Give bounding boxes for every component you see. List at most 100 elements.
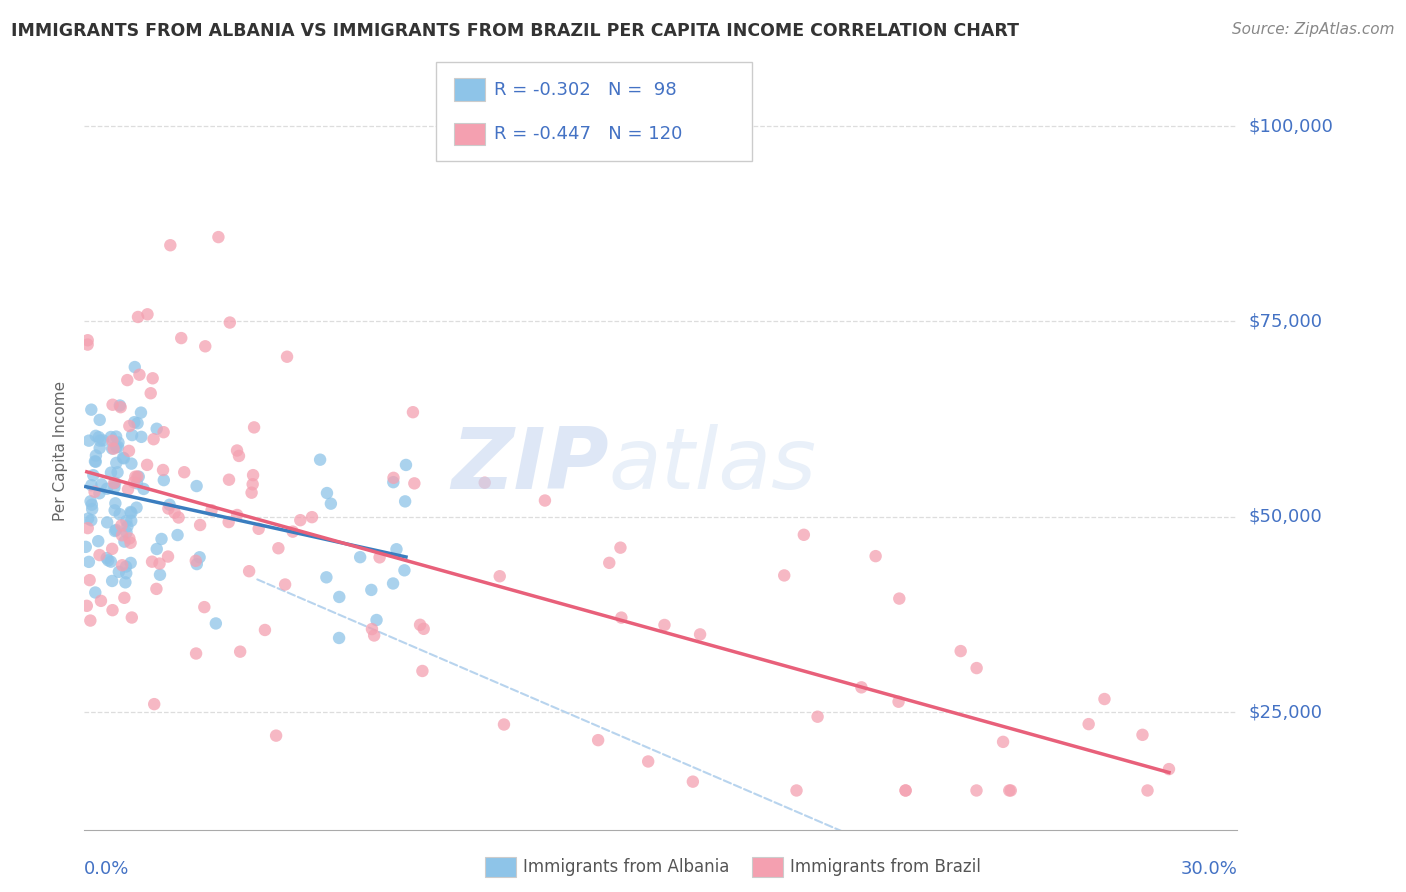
Point: [136, 458, 159, 472]
Point: [117, 483, 139, 497]
Point: [120, 556, 142, 570]
Point: [129, 406, 152, 420]
Point: [243, 420, 266, 434]
Point: [101, 574, 124, 588]
Point: [889, 591, 911, 606]
Point: [894, 783, 917, 797]
Text: Source: ZipAtlas.com: Source: ZipAtlas.com: [1232, 22, 1395, 37]
Text: Immigrants from Albania: Immigrants from Albania: [523, 858, 730, 876]
Point: [949, 644, 972, 658]
Point: [112, 591, 135, 605]
Point: [382, 471, 405, 485]
Point: [142, 371, 165, 385]
Point: [145, 422, 167, 436]
Point: [395, 458, 418, 472]
Point: [806, 709, 828, 723]
Point: [75, 540, 97, 554]
Point: [226, 508, 249, 522]
Point: [108, 507, 131, 521]
Text: 0.0%: 0.0%: [84, 860, 129, 878]
Text: $50,000: $50,000: [1249, 508, 1322, 526]
Point: [228, 449, 250, 463]
Point: [105, 440, 128, 454]
Point: [966, 783, 988, 797]
Point: [349, 550, 371, 565]
Point: [316, 486, 339, 500]
Text: Immigrants from Brazil: Immigrants from Brazil: [790, 858, 981, 876]
Point: [184, 554, 207, 568]
Point: [328, 590, 350, 604]
Point: [89, 486, 111, 500]
Point: [157, 549, 180, 564]
Point: [682, 774, 704, 789]
Point: [87, 430, 110, 444]
Point: [80, 498, 103, 512]
Point: [84, 454, 107, 468]
Point: [276, 350, 298, 364]
Point: [105, 523, 128, 537]
Point: [242, 468, 264, 483]
Point: [124, 469, 146, 483]
Point: [120, 505, 142, 519]
Point: [238, 564, 260, 578]
Point: [865, 549, 887, 563]
Point: [101, 434, 124, 448]
Point: [382, 576, 405, 591]
Point: [598, 556, 620, 570]
Point: [159, 498, 181, 512]
Point: [82, 468, 104, 483]
Point: [534, 493, 557, 508]
Point: [115, 566, 138, 581]
Point: [150, 532, 173, 546]
Text: ZIP: ZIP: [451, 424, 609, 508]
Text: $100,000: $100,000: [1249, 117, 1333, 135]
Point: [117, 519, 139, 533]
Point: [412, 622, 434, 636]
Point: [991, 735, 1014, 749]
Point: [105, 429, 128, 443]
Point: [240, 485, 263, 500]
Point: [79, 614, 101, 628]
Point: [290, 513, 312, 527]
Point: [163, 506, 186, 520]
Point: [488, 569, 510, 583]
Point: [108, 399, 131, 413]
Point: [131, 430, 153, 444]
Point: [218, 515, 240, 529]
Point: [689, 627, 711, 641]
Point: [242, 477, 264, 491]
Point: [120, 514, 142, 528]
Point: [141, 555, 163, 569]
Point: [110, 400, 132, 414]
Point: [394, 563, 416, 577]
Point: [90, 477, 112, 491]
Point: [114, 575, 136, 590]
Point: [139, 386, 162, 401]
Text: 30.0%: 30.0%: [1181, 860, 1237, 878]
Text: R = -0.302   N =  98: R = -0.302 N = 98: [494, 80, 676, 99]
Point: [103, 475, 125, 490]
Point: [107, 466, 129, 480]
Point: [363, 628, 385, 642]
Point: [1136, 783, 1159, 797]
Point: [851, 681, 873, 695]
Point: [90, 594, 112, 608]
Point: [104, 524, 127, 538]
Point: [159, 238, 181, 252]
Point: [104, 475, 127, 490]
Point: [152, 425, 174, 440]
Point: [361, 622, 384, 636]
Point: [411, 664, 433, 678]
Point: [122, 475, 145, 490]
Point: [148, 557, 170, 571]
Point: [654, 618, 676, 632]
Point: [786, 783, 808, 797]
Point: [104, 503, 127, 517]
Point: [124, 359, 146, 374]
Point: [125, 500, 148, 515]
Point: [188, 550, 211, 565]
Point: [110, 518, 132, 533]
Point: [127, 310, 149, 324]
Point: [218, 473, 240, 487]
Point: [89, 441, 111, 455]
